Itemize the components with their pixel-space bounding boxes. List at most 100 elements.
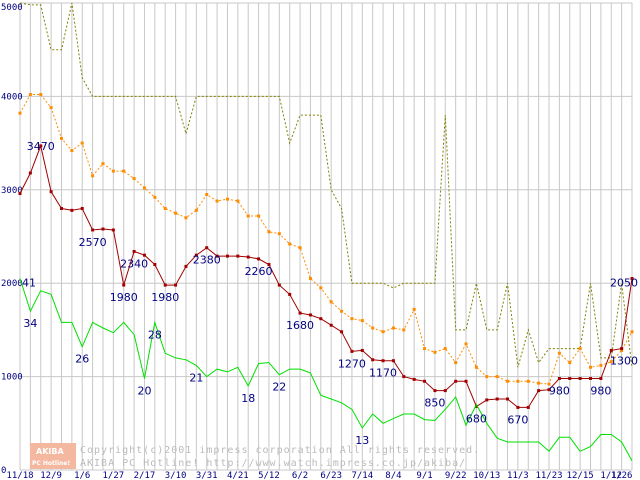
x-tick-label: 9/22	[445, 471, 467, 480]
data-point-dark-red	[288, 292, 292, 296]
x-tick-label: 11/23	[535, 471, 562, 480]
data-point-dark-red	[371, 358, 375, 362]
data-point-orange-dotted	[257, 214, 261, 218]
chart-grid	[19, 2, 633, 471]
x-tick-label: 2/17	[134, 471, 156, 480]
data-point-orange-dotted	[59, 136, 63, 140]
data-point-dark-red	[70, 208, 74, 212]
x-tick-label: 4/21	[227, 471, 249, 480]
data-point-orange-dotted	[298, 246, 302, 250]
data-label: 980	[549, 384, 570, 397]
data-label: 2380	[193, 254, 221, 267]
copyright-text: Copyright(c)2001 impress corporation All…	[80, 445, 480, 456]
data-point-orange-dotted	[111, 169, 115, 173]
data-label: 670	[507, 413, 528, 426]
data-point-orange-dotted	[371, 326, 375, 330]
data-point-dark-red	[464, 379, 468, 383]
data-point-orange-dotted	[443, 347, 447, 351]
data-point-dark-red	[506, 397, 510, 401]
data-point-orange-dotted	[589, 365, 593, 369]
data-label: 2340	[120, 257, 148, 270]
data-point-dark-red	[433, 389, 437, 393]
data-point-orange-dotted	[18, 111, 22, 115]
data-point-dark-red	[59, 206, 63, 210]
data-point-dark-red	[142, 253, 146, 257]
y-tick-label: 1000	[1, 373, 23, 383]
x-tick-label: 3/31	[196, 471, 218, 480]
data-point-orange-dotted	[308, 277, 312, 281]
series-line-dark-red	[19, 144, 633, 408]
data-point-orange-dotted	[412, 307, 416, 311]
data-point-orange-dotted	[506, 379, 510, 383]
y-axis-ticks: 0 1000 2000 3000 4000 5000	[1, 3, 23, 476]
data-label: 20	[137, 384, 151, 397]
data-label: 28	[148, 328, 162, 341]
x-tick-label: 5/12	[258, 471, 280, 480]
data-point-orange-dotted	[194, 208, 198, 212]
data-point-orange-dotted	[288, 242, 292, 246]
data-point-dark-red	[18, 192, 22, 196]
data-point-dark-red	[599, 376, 603, 380]
data-point-orange-dotted	[474, 365, 478, 369]
data-point-orange-dotted	[547, 382, 551, 386]
series-line-dark-olive-dotted	[19, 2, 633, 368]
x-tick-label: 11/3	[507, 471, 529, 480]
data-label: 2050	[610, 277, 638, 290]
data-point-dark-red	[381, 359, 385, 363]
data-point-orange-dotted	[28, 93, 32, 97]
x-tick-label: 1/6	[74, 471, 90, 480]
data-point-dark-red	[184, 264, 188, 268]
data-label: 18	[241, 392, 255, 405]
data-label: 850	[424, 397, 445, 410]
data-point-orange-dotted	[599, 363, 603, 367]
data-point-orange-dotted	[319, 286, 323, 290]
data-point-orange-dotted	[630, 330, 634, 334]
data-point-orange-dotted	[132, 177, 136, 181]
data-label: 3470	[27, 140, 55, 153]
data-point-orange-dotted	[454, 361, 458, 365]
data-point-orange-dotted	[485, 375, 489, 379]
x-tick-label: 1/27	[103, 471, 125, 480]
data-label: 13	[355, 434, 369, 447]
data-point-dark-red	[153, 263, 157, 267]
data-point-dark-red	[443, 389, 447, 393]
data-label: 1300	[610, 355, 638, 368]
data-point-dark-red	[547, 388, 551, 392]
data-point-orange-dotted	[609, 360, 613, 364]
data-point-orange-dotted	[350, 317, 354, 321]
data-point-orange-dotted	[568, 361, 572, 365]
data-point-dark-red	[277, 283, 281, 287]
data-point-orange-dotted	[277, 232, 281, 236]
y-tick-label: 5000	[1, 3, 23, 13]
data-label: 1680	[286, 319, 314, 332]
data-point-dark-red	[111, 228, 115, 232]
data-label: 1170	[369, 367, 397, 380]
data-point-orange-dotted	[163, 206, 167, 210]
data-point-dark-red	[91, 228, 95, 232]
data-point-orange-dotted	[122, 169, 126, 173]
data-point-orange-dotted	[101, 162, 105, 166]
data-point-dark-red	[578, 376, 582, 380]
watermark: AKIBA PC Hotline! Copyright(c)2001 impre…	[30, 443, 480, 469]
series-layer	[18, 2, 634, 461]
data-point-dark-red	[526, 405, 530, 409]
data-point-dark-red	[225, 254, 229, 258]
data-point-dark-red	[236, 254, 240, 258]
x-tick-label: 12/9	[40, 471, 62, 480]
data-point-dark-red	[609, 348, 613, 352]
data-label: 1980	[110, 291, 138, 304]
data-point-orange-dotted	[433, 350, 437, 354]
data-point-orange-dotted	[537, 381, 541, 385]
data-labels: 41 34 26 20 28 21 18 22 13 3470 2570 1980 2340 1980 23…	[22, 140, 638, 447]
logo-top-text: AKIBA	[36, 447, 64, 456]
series-line-green	[19, 278, 633, 461]
data-point-orange-dotted	[391, 326, 395, 330]
data-point-orange-dotted	[174, 211, 178, 215]
data-point-orange-dotted	[557, 351, 561, 355]
data-point-dark-red	[39, 144, 43, 148]
data-point-dark-red	[101, 227, 105, 231]
data-point-dark-red	[28, 171, 32, 175]
x-tick-label: 8/4	[385, 471, 401, 480]
data-point-dark-red	[257, 257, 261, 261]
